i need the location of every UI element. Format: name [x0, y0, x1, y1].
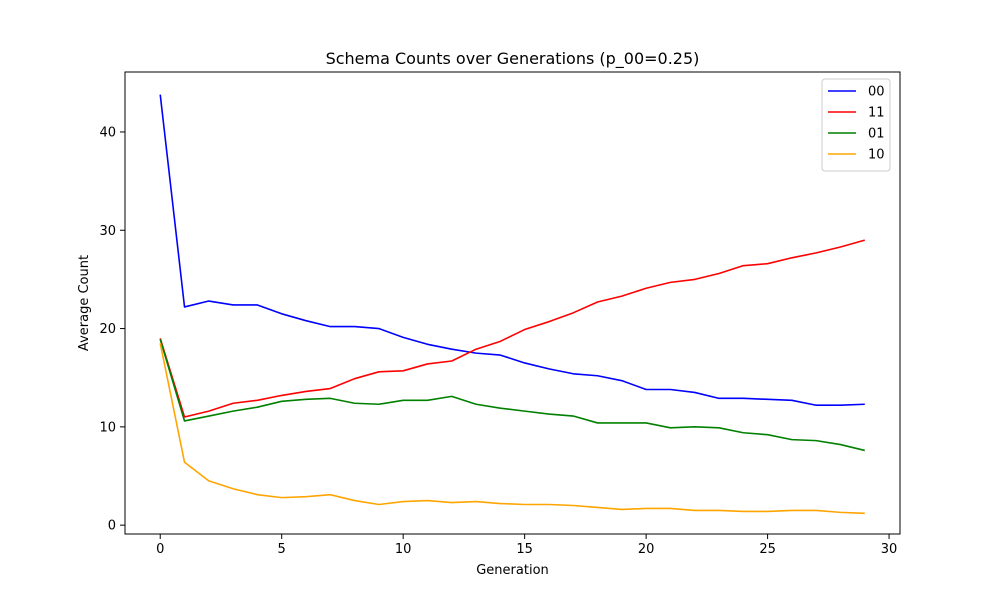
- legend-label-01: 01: [868, 127, 885, 142]
- y-tick-label: 0: [108, 519, 116, 534]
- series-line-01: [159, 339, 865, 452]
- legend-box: [821, 78, 891, 172]
- x-tick-label: 15: [516, 542, 533, 557]
- plot-frame: [124, 71, 901, 535]
- x-axis-title: Generation: [476, 563, 549, 578]
- series-line-00: [159, 94, 865, 407]
- series-line-11: [159, 239, 865, 418]
- y-axis: 0 10 20 30 40: [99, 125, 125, 534]
- x-tick-label: 0: [156, 542, 164, 557]
- chart-title: Schema Counts over Generations (p_00=0.2…: [326, 49, 700, 69]
- series-line-10: [159, 343, 865, 515]
- x-tick-label: 25: [759, 542, 776, 557]
- x-tick-label: 10: [395, 542, 412, 557]
- x-tick-label: 30: [881, 542, 898, 557]
- x-tick-label: 20: [638, 542, 655, 557]
- x-axis: 0 5 10 15 20 25 30: [156, 534, 897, 557]
- legend-label-00: 00: [868, 85, 885, 100]
- y-tick-label: 20: [99, 322, 116, 337]
- legend-label-10: 10: [868, 148, 885, 163]
- y-tick-label: 30: [99, 224, 116, 239]
- legend: 00 11 01 10: [821, 78, 891, 172]
- y-axis-title: Average Count: [77, 255, 92, 351]
- plot-area: [159, 94, 865, 515]
- y-tick-label: 10: [99, 420, 116, 435]
- legend-label-11: 11: [868, 106, 885, 121]
- x-tick-label: 5: [278, 542, 286, 557]
- y-tick-label: 40: [99, 125, 116, 140]
